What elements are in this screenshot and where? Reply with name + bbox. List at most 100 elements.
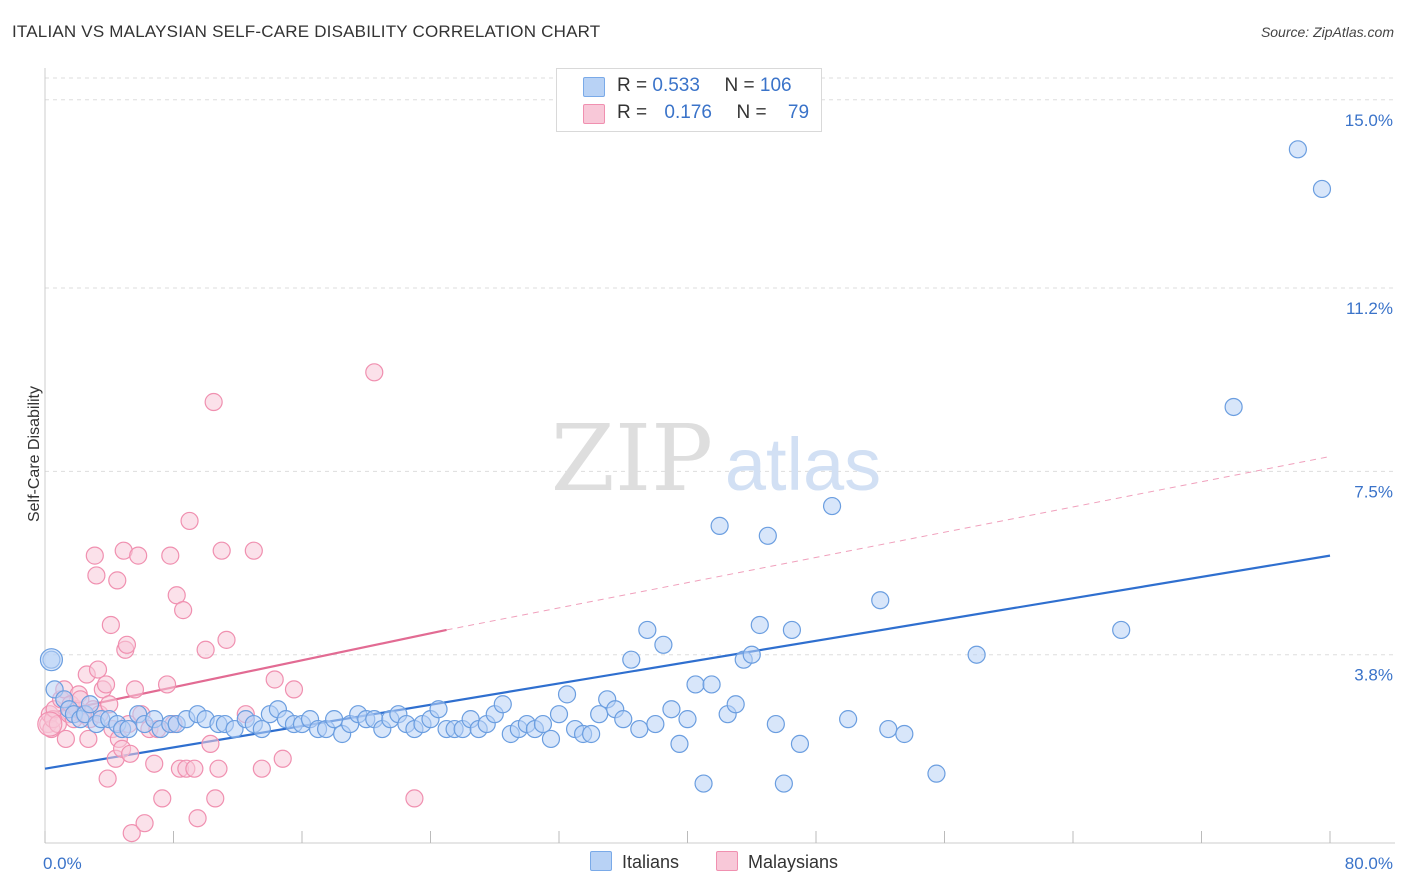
italian-point: [1312, 179, 1332, 199]
malaysian-point: [209, 759, 228, 778]
malaysian-point: [96, 675, 116, 694]
italian-point: [774, 774, 793, 793]
italian-point: [871, 591, 890, 610]
malaysian-point: [206, 789, 225, 808]
malaysian-point: [174, 601, 193, 620]
malaysian-point: [153, 789, 172, 808]
watermark-zip: ZIP: [551, 405, 713, 512]
bottom-legend-malaysians: Malaysians: [716, 851, 838, 873]
legend-swatch-italians: [590, 851, 612, 871]
malaysian-point: [273, 749, 292, 768]
italian-point: [686, 675, 705, 694]
italian-point: [766, 714, 785, 734]
malaysian-point: [88, 660, 108, 679]
malaysian-point: [244, 541, 263, 560]
italian-point: [662, 700, 681, 719]
italian-point: [879, 719, 898, 739]
malaysian-point: [265, 670, 284, 689]
malaysian-point: [117, 635, 137, 654]
italian-point: [694, 774, 713, 793]
italian-point: [614, 710, 633, 729]
italian-point: [670, 734, 689, 754]
y-tick-label: 15.0%: [1345, 111, 1393, 130]
malaysian-point: [85, 546, 104, 565]
watermark-atlas: atlas: [725, 423, 881, 506]
italian-point: [750, 615, 769, 635]
italian-point: [742, 645, 761, 664]
italian-point: [622, 650, 641, 669]
legend-r-label: R =: [617, 75, 648, 96]
gridlines: [45, 77, 1395, 656]
malaysian-point: [157, 675, 177, 694]
tick-labels: 3.8% 7.5% 11.2% 15.0% 0.0% 80.0%: [43, 111, 1393, 873]
italian-point: [678, 710, 697, 729]
italian-point: [646, 714, 665, 734]
legend-r-value: 0.176: [664, 102, 712, 123]
malaysian-point: [365, 363, 384, 382]
malaysian-point: [135, 814, 154, 833]
italian-point: [758, 526, 777, 545]
legend-r-value: 0.533: [652, 75, 700, 96]
y-tick-label: 7.5%: [1354, 482, 1393, 501]
x-tick-label: 0.0%: [43, 854, 82, 873]
malaysian-point: [101, 615, 120, 635]
malaysian-point: [185, 759, 204, 778]
italian-point: [654, 635, 673, 654]
malaysian-point: [217, 630, 236, 649]
y-tick-label: 11.2%: [1346, 299, 1393, 318]
malaysian-point: [196, 640, 215, 659]
italian-point: [726, 695, 745, 714]
data-points: [37, 140, 1332, 843]
x-tick-label: 80.0%: [1345, 854, 1393, 873]
malaysian-point: [56, 729, 75, 749]
malaysian-point: [87, 566, 106, 585]
legend-r-label: R =: [617, 102, 648, 123]
legend-label-malaysians: Malaysians: [748, 852, 839, 872]
malaysian-point: [108, 571, 127, 590]
italian-point: [1224, 397, 1243, 417]
italian-point: [1112, 620, 1131, 640]
italian-point: [927, 764, 946, 783]
malaysian-point: [122, 823, 141, 843]
italian-point: [252, 719, 271, 739]
italian-point: [1288, 140, 1307, 159]
legend-label-italians: Italians: [622, 852, 680, 872]
italian-point: [557, 685, 577, 704]
axes: [44, 68, 1395, 844]
italian-point: [702, 675, 721, 694]
italian-point: [782, 620, 802, 640]
chart-title: ITALIAN VS MALAYSIAN SELF-CARE DISABILIT…: [12, 22, 601, 41]
malaysians-trend-extension: [446, 456, 1331, 631]
italian-point: [839, 710, 858, 729]
malaysian-point: [188, 809, 207, 828]
malaysian-point: [405, 789, 424, 808]
legend-swatch-italians: [583, 77, 605, 97]
malaysian-point: [284, 680, 304, 699]
malaysian-point: [212, 541, 231, 560]
legend-n-label: N =: [736, 102, 767, 123]
italian-point: [582, 724, 601, 744]
italian-point: [710, 516, 729, 535]
malaysian-point: [201, 734, 220, 754]
italian-point: [493, 695, 512, 714]
malaysian-point: [37, 711, 63, 737]
italian-point: [967, 645, 986, 664]
y-tick-label: 3.8%: [1354, 666, 1393, 685]
malaysian-point: [204, 392, 223, 412]
y-axis-label: Self-Care Disability: [26, 385, 43, 523]
italian-point: [119, 719, 138, 739]
italian-point: [39, 648, 64, 672]
italian-point: [590, 705, 609, 724]
watermark: ZIP atlas: [551, 405, 881, 512]
malaysian-point: [79, 729, 98, 749]
malaysian-point: [129, 546, 148, 565]
malaysian-point: [161, 546, 180, 565]
bottom-legend-italians: Italians: [590, 851, 679, 873]
malaysian-point: [252, 759, 271, 778]
correlation-legend: R = 0.533 N = 106 R = 0.176 N = 79: [556, 68, 822, 132]
malaysian-point: [125, 680, 145, 699]
source-label: Source: ZipAtlas.com: [1260, 24, 1394, 40]
malaysian-point: [121, 744, 140, 763]
italian-point: [895, 724, 914, 744]
